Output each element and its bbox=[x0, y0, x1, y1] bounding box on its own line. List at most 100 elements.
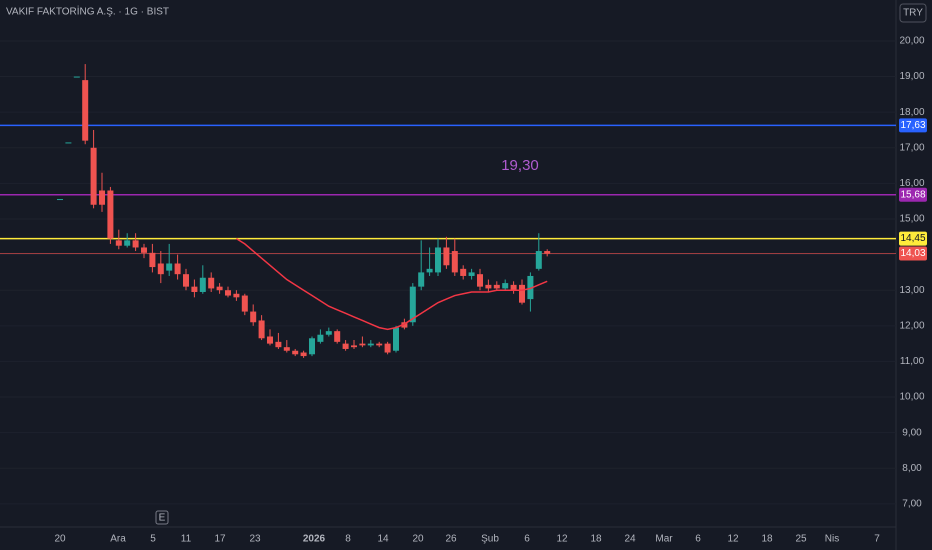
candle-body bbox=[166, 263, 173, 271]
candle-body bbox=[199, 277, 206, 292]
candle-body bbox=[191, 286, 198, 292]
x-tick-label: 25 bbox=[795, 534, 807, 545]
candle-body bbox=[82, 80, 89, 141]
candle-body bbox=[535, 251, 542, 269]
price-label-box bbox=[899, 246, 927, 261]
price-label-box bbox=[899, 187, 927, 202]
candle-body bbox=[157, 263, 164, 275]
price-label-box bbox=[899, 231, 927, 246]
candle-body bbox=[90, 147, 97, 205]
candle-body bbox=[149, 252, 156, 268]
y-tick-label: 17,00 bbox=[899, 142, 924, 153]
candle-body bbox=[342, 343, 349, 349]
x-tick-label: 18 bbox=[590, 534, 602, 545]
x-tick-label: 12 bbox=[556, 534, 568, 545]
x-tick-label: Mar bbox=[655, 534, 673, 545]
candle-body bbox=[183, 274, 189, 287]
y-tick-label: 9,00 bbox=[902, 427, 922, 438]
x-tick-label: 17 bbox=[214, 534, 226, 545]
candle-body bbox=[258, 320, 265, 339]
event-marker-box[interactable] bbox=[155, 510, 169, 525]
candle-body bbox=[309, 338, 315, 355]
y-tick-label: 19,00 bbox=[899, 71, 924, 82]
x-tick-label: 20 bbox=[54, 534, 66, 545]
x-tick-label: 2026 bbox=[303, 534, 326, 545]
y-tick-label: 13,00 bbox=[899, 285, 924, 296]
price-label-box bbox=[899, 118, 927, 133]
candle-body bbox=[65, 142, 72, 144]
x-tick-label: Nis bbox=[825, 534, 839, 545]
candle-body bbox=[57, 199, 63, 201]
y-tick-label: 8,00 bbox=[902, 463, 922, 474]
candle-body bbox=[544, 251, 551, 254]
candle-body bbox=[334, 331, 341, 342]
x-tick-label: 20 bbox=[412, 534, 424, 545]
x-tick-label: 24 bbox=[624, 534, 636, 545]
x-tick-label: 23 bbox=[249, 534, 261, 545]
candle-body bbox=[267, 336, 273, 344]
event-marker[interactable]: E bbox=[159, 513, 166, 524]
candle-body bbox=[292, 350, 299, 355]
y-tick-label: 11,00 bbox=[900, 356, 925, 367]
y-tick-label: 20,00 bbox=[899, 36, 924, 47]
currency-button[interactable] bbox=[899, 3, 927, 23]
moving-average bbox=[235, 237, 548, 331]
y-tick-label: 15,00 bbox=[899, 214, 924, 225]
candle-body bbox=[325, 331, 332, 335]
candle-body bbox=[519, 284, 525, 303]
candle-body bbox=[485, 284, 492, 289]
annotation: 19,30 bbox=[501, 157, 539, 174]
candle-body bbox=[401, 322, 408, 328]
y-tick-label: 16,00 bbox=[899, 178, 924, 189]
candle-body bbox=[409, 286, 416, 323]
candle-body bbox=[351, 345, 357, 348]
x-tick-label: 6 bbox=[524, 534, 530, 545]
x-tick-label: 14 bbox=[377, 534, 389, 545]
x-tick-label: Şub bbox=[481, 534, 499, 545]
candle-body bbox=[132, 240, 139, 248]
candle-body bbox=[418, 272, 425, 287]
x-tick-label: 8 bbox=[345, 534, 351, 545]
candle-body bbox=[208, 277, 215, 289]
x-tick-label: Ara bbox=[110, 534, 126, 545]
candle-body bbox=[216, 286, 223, 291]
candle-body bbox=[510, 284, 517, 291]
candle-body bbox=[468, 272, 475, 276]
currency-label[interactable]: TRY bbox=[903, 8, 923, 19]
x-tick-label: 7 bbox=[874, 534, 880, 545]
candle-body bbox=[384, 343, 391, 353]
candle-body bbox=[73, 76, 80, 78]
x-tick-label: 18 bbox=[761, 534, 773, 545]
x-tick-label: 26 bbox=[445, 534, 457, 545]
y-tick-label: 12,00 bbox=[899, 320, 924, 331]
candle-body bbox=[359, 343, 366, 346]
candle-body bbox=[107, 190, 114, 239]
candle-body bbox=[443, 247, 450, 266]
candle-body bbox=[99, 190, 105, 205]
candle-body bbox=[250, 311, 257, 323]
x-tick-label: 6 bbox=[695, 534, 701, 545]
price-label: 15,68 bbox=[900, 189, 925, 200]
candle-body bbox=[174, 263, 181, 275]
candle-body bbox=[367, 343, 374, 346]
candle-body bbox=[460, 268, 467, 276]
candle-body bbox=[241, 295, 248, 312]
x-tick-label: 11 bbox=[181, 534, 192, 545]
candle-body bbox=[451, 251, 458, 273]
candle-body bbox=[477, 274, 483, 287]
candle-body bbox=[275, 341, 282, 348]
chart-title: VAKIF FAKTORİNG A.Ş. · 1G · BIST bbox=[6, 5, 169, 18]
y-tick-label: 18,00 bbox=[899, 107, 924, 118]
candle-body bbox=[502, 283, 509, 289]
candle-body bbox=[393, 327, 399, 351]
candle-body bbox=[300, 352, 307, 357]
candle-body bbox=[141, 247, 147, 253]
x-tick-label: 12 bbox=[727, 534, 739, 545]
y-tick-label: 7,00 bbox=[902, 498, 922, 509]
candle-body bbox=[233, 293, 240, 298]
candle-body bbox=[115, 240, 122, 246]
candle-body bbox=[527, 275, 534, 300]
candle-body bbox=[426, 268, 433, 273]
candle-body bbox=[124, 240, 131, 246]
